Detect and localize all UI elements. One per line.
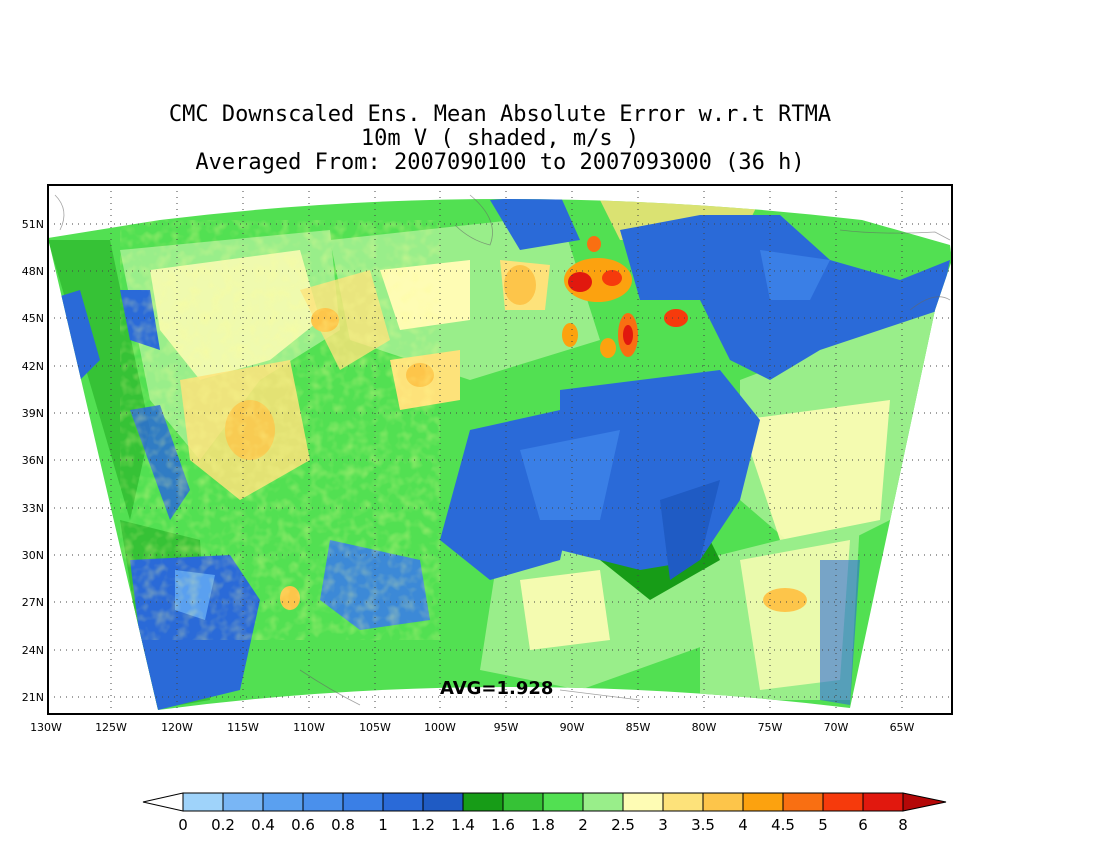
colorbar-label: 3: [658, 816, 668, 834]
title-line-2: 10m V ( shaded, m/s ): [360, 126, 640, 151]
colorbar-cell: [222, 792, 264, 812]
lon-label: 120W: [161, 721, 193, 734]
lon-label: 125W: [95, 721, 127, 734]
lat-label: 45N: [22, 312, 44, 325]
colorbar-cell: [662, 792, 704, 812]
colorbar-cell: [182, 792, 224, 812]
title-line-1: CMC Downscaled Ens. Mean Absolute Error …: [168, 102, 832, 127]
colorbar-label: 1.4: [451, 816, 475, 834]
lat-label: 51N: [22, 218, 44, 231]
shaded-error-field: [48, 199, 952, 710]
map-gridlines: [48, 185, 952, 714]
colorbar-label: 4: [738, 816, 748, 834]
lat-label: 39N: [22, 407, 44, 420]
colorbar-label: 3.5: [691, 816, 715, 834]
colorbar-label: 1.8: [531, 816, 555, 834]
lon-label: 70W: [824, 721, 849, 734]
colorbar-cell: [702, 792, 744, 812]
lon-label: 105W: [359, 721, 391, 734]
colorbar-label: 0.2: [211, 816, 235, 834]
lon-label: 85W: [626, 721, 651, 734]
lat-label: 27N: [22, 596, 44, 609]
colorbar: 0 0.2 0.4 0.6 0.8 1 1.2 1.4 1.6 1.8 2 2.…: [142, 792, 947, 834]
colorbar-label: 1.6: [491, 816, 515, 834]
colorbar-cell: [822, 792, 864, 812]
colorbar-label: 2.5: [611, 816, 635, 834]
lat-label: 36N: [22, 454, 44, 467]
lat-label: 48N: [22, 265, 44, 278]
colorbar-labels: 0 0.2 0.4 0.6 0.8 1 1.2 1.4 1.6 1.8 2 2.…: [178, 816, 908, 834]
colorbar-cell: [862, 792, 904, 812]
colorbar-cell: [462, 792, 504, 812]
colorbar-high-triangle: [902, 792, 947, 812]
lon-label: 90W: [560, 721, 585, 734]
colorbar-label: 0.6: [291, 816, 315, 834]
latitude-labels: 51N 48N 45N 42N 39N 36N 33N 30N 27N 24N …: [22, 218, 44, 704]
colorbar-cell: [542, 792, 584, 812]
lon-label: 75W: [758, 721, 783, 734]
lon-label: 95W: [494, 721, 519, 734]
lat-label: 24N: [22, 644, 44, 657]
colorbar-label: 2: [578, 816, 588, 834]
colorbar-cell: [502, 792, 544, 812]
lon-label: 115W: [227, 721, 259, 734]
plot-frame: [47, 184, 953, 715]
colorbar-cell: [382, 792, 424, 812]
average-label: AVG=1.928: [440, 678, 553, 699]
lat-label: 30N: [22, 549, 44, 562]
colorbar-cell: [342, 792, 384, 812]
colorbar-cell: [422, 792, 464, 812]
colorbar-label: 0.4: [251, 816, 275, 834]
colorbar-cell: [262, 792, 304, 812]
lat-label: 21N: [22, 691, 44, 704]
colorbar-cells: [182, 792, 904, 812]
colorbar-label: 0.8: [331, 816, 355, 834]
longitude-labels: 130W 125W 120W 115W 110W 105W 100W 95W 9…: [30, 721, 914, 734]
colorbar-label: 1.2: [411, 816, 435, 834]
lon-label: 65W: [890, 721, 915, 734]
colorbar-cell: [742, 792, 784, 812]
lat-label: 33N: [22, 502, 44, 515]
title-line-3: Averaged From: 2007090100 to 2007093000 …: [195, 150, 805, 175]
coastline-outlines: [54, 194, 951, 706]
lat-label: 42N: [22, 360, 44, 373]
lon-label: 80W: [692, 721, 717, 734]
colorbar-label: 8: [898, 816, 908, 834]
colorbar-cell: [582, 792, 624, 812]
colorbar-low-triangle: [142, 792, 184, 812]
colorbar-cell: [622, 792, 664, 812]
colorbar-label: 4.5: [771, 816, 795, 834]
colorbar-cell: [302, 792, 344, 812]
colorbar-label: 5: [818, 816, 828, 834]
colorbar-cell: [782, 792, 824, 812]
colorbar-label: 0: [178, 816, 188, 834]
colorbar-label: 1: [378, 816, 388, 834]
colorbar-label: 6: [858, 816, 868, 834]
lon-label: 110W: [293, 721, 325, 734]
lon-label: 130W: [30, 721, 62, 734]
lon-label: 100W: [424, 721, 456, 734]
